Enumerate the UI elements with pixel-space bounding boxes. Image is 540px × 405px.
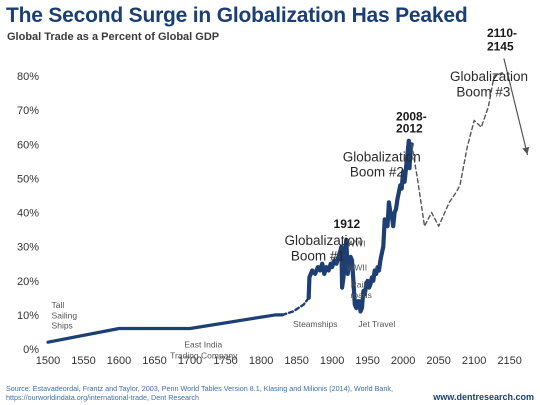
x-tick-label: 1500 bbox=[36, 355, 60, 367]
series-line-projection bbox=[411, 71, 504, 227]
annotation-label: Boom #2 bbox=[350, 165, 404, 180]
y-tick-label: 30% bbox=[17, 242, 39, 254]
website-link[interactable]: www.dentresearch.com bbox=[433, 392, 534, 402]
x-tick-label: 2050 bbox=[426, 355, 450, 367]
annotation-label: Trading Company bbox=[170, 351, 238, 361]
series-line-projected-decline bbox=[503, 58, 528, 156]
series-line-early bbox=[46, 313, 284, 344]
x-tick-label: 1900 bbox=[320, 355, 344, 367]
x-axis-ticks: 1500 1550 1600 1650 1700 1750 1800 1850 1900 1950… bbox=[36, 355, 522, 367]
y-tick-label: 70% bbox=[17, 105, 39, 117]
annotation-label: WWI bbox=[347, 239, 365, 249]
annotation-label: Boom #3 bbox=[456, 84, 510, 99]
x-tick-label: 1800 bbox=[249, 355, 273, 367]
annotation-label: 1912 bbox=[334, 217, 361, 231]
annotation-label: Globalization bbox=[343, 149, 421, 164]
y-tick-label: 0% bbox=[23, 344, 39, 356]
y-tick-label: 10% bbox=[17, 310, 39, 322]
annotation-label: Globalization bbox=[450, 69, 528, 84]
annotation-label: Tall bbox=[52, 300, 65, 310]
annotation-label: Sailing bbox=[52, 310, 78, 320]
annotation-label: roads bbox=[351, 290, 372, 300]
x-tick-label: 2100 bbox=[462, 355, 486, 367]
annotation-label: WWII bbox=[346, 263, 367, 273]
annotation-label: 2012 bbox=[396, 121, 423, 135]
x-tick-label: 1950 bbox=[355, 355, 379, 367]
y-tick-label: 40% bbox=[17, 208, 39, 220]
annotation-label: Steamships bbox=[293, 319, 337, 329]
series-line-projection bbox=[281, 296, 310, 317]
annotation-label: East India bbox=[184, 339, 222, 349]
annotation-label: Boom #1 bbox=[291, 248, 345, 263]
y-tick-label: 20% bbox=[17, 276, 39, 288]
source-note: Source: Estavadeordal, Frantz and Taylor… bbox=[6, 384, 394, 402]
annotation-label: Globalization bbox=[285, 233, 363, 248]
annotation-label: Rail- bbox=[351, 280, 369, 290]
annotation-label: 2145 bbox=[487, 39, 514, 53]
x-tick-label: 2000 bbox=[391, 355, 415, 367]
chart-subtitle: Global Trade as a Percent of Global GDP bbox=[7, 31, 220, 43]
y-tick-label: 80% bbox=[17, 71, 39, 83]
y-tick-label: 60% bbox=[17, 139, 39, 151]
x-tick-label: 1650 bbox=[142, 355, 166, 367]
x-tick-label: 1750 bbox=[213, 355, 237, 367]
chart-title: The Second Surge in Globalization Has Pe… bbox=[6, 4, 468, 27]
y-tick-label: 50% bbox=[17, 173, 39, 185]
annotation-label: Ships bbox=[52, 321, 73, 331]
annotation-label: 2008- bbox=[396, 109, 427, 123]
annotation-label: Jet Travel bbox=[358, 319, 395, 329]
x-tick-label: 1550 bbox=[71, 355, 95, 367]
series-line-historic bbox=[306, 138, 414, 314]
x-tick-label: 1700 bbox=[178, 355, 202, 367]
x-tick-label: 1600 bbox=[107, 355, 131, 367]
arrowhead-icon bbox=[522, 146, 530, 155]
series-layer bbox=[46, 58, 530, 344]
x-tick-label: 1850 bbox=[284, 355, 308, 367]
x-tick-label: 2150 bbox=[497, 355, 521, 367]
annotation-label: 2110- bbox=[487, 26, 517, 40]
y-axis-ticks: 0% 10% 20% 30% 40% 50% 60% 70% 80% bbox=[17, 71, 39, 356]
